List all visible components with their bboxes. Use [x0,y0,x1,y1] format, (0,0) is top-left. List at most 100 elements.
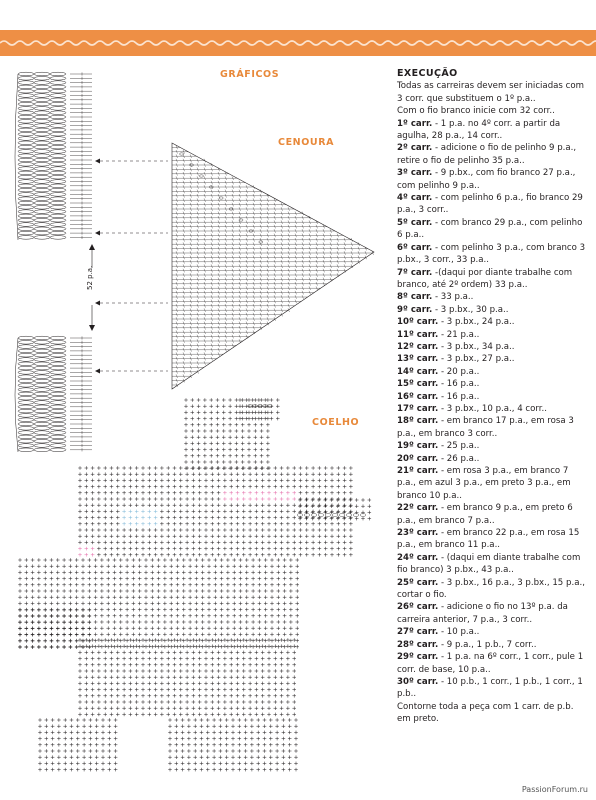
instruction-row-text: - 10 p.b., 1 corr., 1 p.b., 1 corr., 1 p… [397,676,583,700]
chart-carrot [171,142,375,390]
section-title-cenoura: CENOURA [278,137,335,148]
instruction-row: 20º carr. - 26 p.a.. [397,453,587,465]
instruction-row-label: 17º carr. [397,403,439,414]
instruction-row-text: - em rosa 3 p.a., em branco 7 p.a., em a… [397,466,571,501]
instruction-row-text: - adicione o fio de pelinho 9 p.a., reti… [397,143,577,166]
instruction-row-text: - 10 p.a.. [438,627,480,638]
instruction-row: 19º carr. - 25 p.a.. [397,440,587,452]
instruction-row-text: - 3 p.bx., 34 p.a.. [438,341,515,352]
instruction-row: 4º carr. - com pelinho 6 p.a., fio branc… [397,192,587,217]
instruction-row-text: - 21 p.a.. [438,329,480,340]
instruction-row-label: 14º carr. [397,366,439,377]
instruction-row-label: 7º carr. [397,267,433,278]
instruction-row-label: 6º carr. [397,242,433,253]
instruction-row-label: 9º carr. [397,304,433,315]
instructions-intro: Todas as carreiras devem ser iniciadas c… [397,81,584,104]
instruction-row-text: - 25 p.a.. [438,441,480,452]
instruction-row-label: 5º carr. [397,217,433,228]
instruction-row: 12º carr. - 3 p.bx., 34 p.a.. [397,341,587,353]
instruction-row-text: - 26 p.a.. [438,453,480,464]
instruction-row-text: - 16 p.a.. [438,391,480,402]
stitch-count-label: 52 p.a. [86,266,94,290]
instruction-row: 17º carr. - 3 p.bx., 10 p.a., 4 corr.. [397,403,587,415]
instructions-heading: EXECUÇÃO [397,68,458,79]
instruction-row-text: - 3 p.bx., 27 p.a.. [438,354,515,365]
instruction-row-label: 22º carr. [397,503,439,514]
instruction-row-text: - 3 p.bx., 24 p.a.. [438,317,515,328]
instruction-row: 10º carr. - 3 p.bx., 24 p.a.. [397,316,587,328]
instruction-row-text: -(daqui por diante trabalhe com branco, … [397,267,573,290]
instruction-row-text: - 33 p.a.. [432,292,474,303]
instruction-row-text: - com branco 29 p.a., com pelinho 6 p.a.… [397,217,583,241]
instruction-row-label: 13º carr. [397,354,439,365]
instruction-row-text: - 9 p.a., 1 p.b., 7 corr.. [438,639,537,650]
instruction-row-label: 11º carr. [397,329,439,340]
instruction-row-label: 3º carr. [397,168,433,179]
instruction-row: 24º carr. - (daqui em diante trabalhe co… [397,552,587,577]
instruction-row: 23º carr. - em branco 22 p.a., em rosa 1… [397,527,587,552]
instruction-row-text: - 16 p.a.. [438,379,480,390]
instruction-row: 7º carr. -(daqui por diante trabalhe com… [397,267,587,292]
instruction-row-label: 15º carr. [397,379,439,390]
instruction-row-label: 28º carr. [397,639,439,650]
instruction-row: 11º carr. - 21 p.a.. [397,329,587,341]
instruction-row-label: 26º carr. [397,602,439,613]
instruction-row-text: - em branco 9 p.a., em preto 6 p.a., em … [397,503,573,526]
instruction-row-label: 12º carr. [397,341,439,352]
instruction-row: 30º carr. - 10 p.b., 1 corr., 1 p.b., 1 … [397,676,587,701]
instruction-row-text: - com pelinho 6 p.a., fio branco 29 p.a.… [397,193,583,216]
instruction-row-text: - (daqui em diante trabalhe com fio bran… [397,552,581,576]
instruction-row-label: 19º carr. [397,441,439,452]
instruction-row-text: - com pelinho 3 p.a., com branco 3 p.bx.… [397,242,586,266]
instruction-row: 8º carr. - 33 p.a.. [397,291,587,303]
instruction-row-label: 27º carr. [397,627,439,638]
instruction-row-label: 30º carr. [397,676,439,687]
instruction-row-label: 2º carr. [397,143,433,154]
instruction-row-text: - em branco 17 p.a., em rosa 3 p.a., em … [397,416,574,439]
instruction-row-label: 21º carr. [397,466,439,476]
header-band [0,30,596,56]
chart-strip-left [14,71,95,453]
instruction-row-text: - 20 p.a.. [438,366,480,377]
instruction-row: 14º carr. - 20 p.a.. [397,366,587,378]
chart-arrows [95,158,168,374]
instruction-row: 3º carr. - 9 p.bx., com fio branco 27 p.… [397,167,587,192]
instruction-row-text: - em branco 22 p.a., em rosa 15 p.a., em… [397,528,580,551]
instruction-row: 16º carr. - 16 p.a.. [397,391,587,403]
crochet-charts: 52 p.a. [14,71,375,772]
instruction-row-label: 25º carr. [397,577,439,588]
instruction-row-text: - 9 p.bx., com fio branco 27 p.a., com p… [397,168,576,191]
instructions-rows: 1º carr. - 1 p.a. no 4º corr. a partir d… [397,118,587,701]
instruction-row: 28º carr. - 9 p.a., 1 p.b., 7 corr.. [397,639,587,651]
instruction-row: 29º carr. - 1 p.a. na 6º corr., 1 corr.,… [397,651,587,676]
instruction-row: 18º carr. - em branco 17 p.a., em rosa 3… [397,415,587,440]
instruction-row: 13º carr. - 3 p.bx., 27 p.a.. [397,353,587,365]
instruction-row-label: 16º carr. [397,391,439,402]
section-title-coelho: COELHO [312,417,360,428]
instruction-row: 2º carr. - adicione o fio de pelinho 9 p… [397,142,587,167]
instruction-row-label: 1º carr. [397,118,433,129]
instruction-row-text: - 1 p.a. no 4º corr. a partir da agulha,… [397,118,561,142]
instruction-row: 22º carr. - em branco 9 p.a., em preto 6… [397,502,587,527]
instruction-row-text: - adicione o fio no 13º p.a. da carreira… [397,602,568,625]
instructions: EXECUÇÃO Todas as carreiras devem ser in… [397,68,587,726]
instruction-row-label: 18º carr. [397,416,439,427]
section-title-graficos: GRÁFICOS [220,69,280,80]
chart-bunny [18,398,372,772]
instruction-row: 15º carr. - 16 p.a.. [397,378,587,390]
instruction-row-text: - 3 p.bx., 30 p.a.. [432,304,509,315]
instructions-finish: Contorne toda a peça com 1 carr. de p.b.… [397,701,574,725]
instruction-row-label: 29º carr. [397,652,439,663]
instruction-row: 26º carr. - adicione o fio no 13º p.a. d… [397,601,587,626]
instruction-row: 9º carr. - 3 p.bx., 30 p.a.. [397,304,587,316]
instruction-row-text: - 3 p.bx., 10 p.a., 4 corr.. [438,403,547,414]
instruction-row-label: 10º carr. [397,317,439,328]
instruction-row-text: - 3 p.bx., 16 p.a., 3 p.bx., 15 p.a., co… [397,577,585,601]
watermark: PassionForum.ru [521,785,588,794]
instruction-row: 25º carr. - 3 p.bx., 16 p.a., 3 p.bx., 1… [397,577,587,602]
instruction-row: 27º carr. - 10 p.a.. [397,626,587,638]
instruction-row-text: - 1 p.a. na 6º corr., 1 corr., pule 1 co… [397,652,584,675]
instruction-row-label: 4º carr. [397,193,433,204]
instruction-row: 21º carr. - em rosa 3 p.a., em branco 7 … [397,465,587,502]
instruction-row-label: 8º carr. [397,292,433,303]
